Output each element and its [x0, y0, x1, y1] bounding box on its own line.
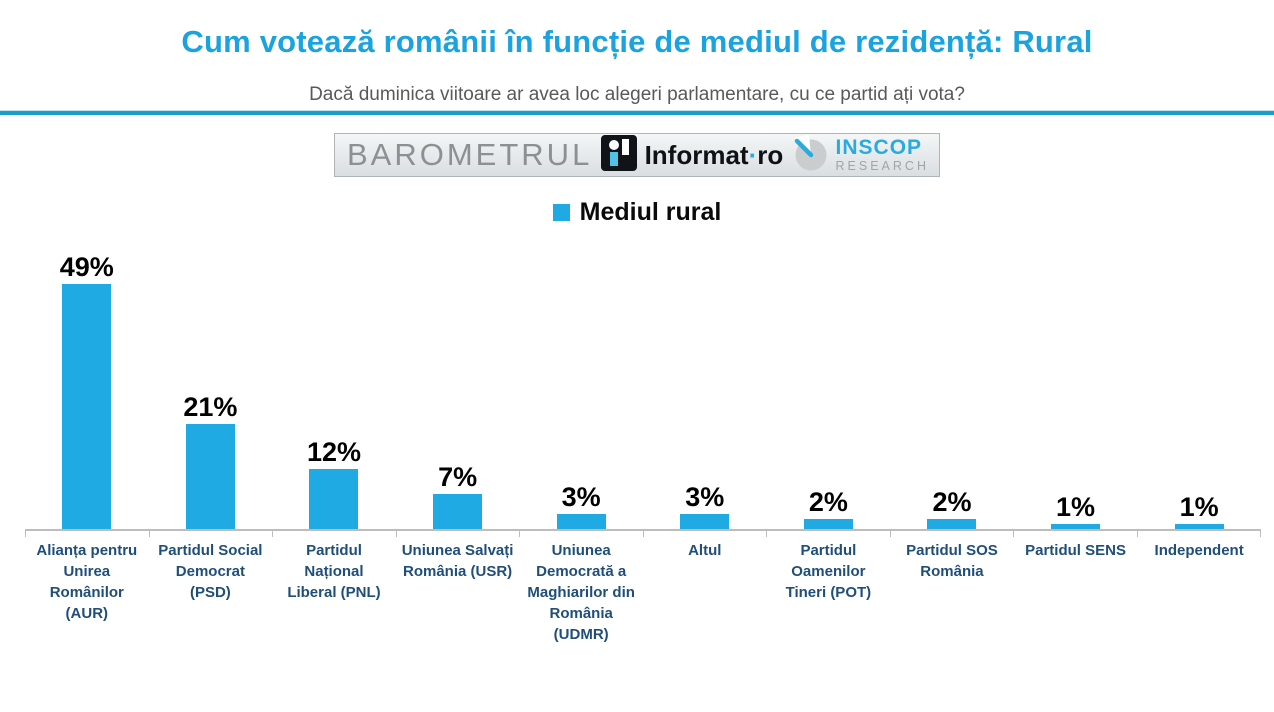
category-label-text: Altul	[688, 542, 722, 559]
inscop-wordmark: INSCOP RESEARCH	[836, 137, 929, 173]
axis-tick	[1136, 531, 1261, 537]
category-label-text: Independent	[1154, 542, 1244, 559]
bar-value-label: 2%	[808, 487, 848, 517]
header-divider	[0, 110, 1274, 115]
informat-wordmark-name: Informat	[644, 139, 749, 170]
informat-wordmark-tld: ro	[757, 139, 784, 170]
bar-slot: 3%	[519, 248, 643, 529]
bar	[803, 519, 853, 529]
axis-tick	[519, 531, 643, 537]
bar-slot: 1%	[1137, 248, 1261, 529]
bar-value-label: 2%	[932, 487, 972, 517]
barometrul-wordmark: BAROMETRUL	[347, 137, 593, 172]
axis-tick	[642, 531, 767, 537]
category-label-text: Partidul Oamenilor Tineri (POT)	[785, 542, 872, 601]
inscop-wordmark-name: INSCOP	[835, 136, 923, 160]
inscop-logo: INSCOP RESEARCH	[792, 134, 929, 177]
inscop-wordmark-sub: RESEARCH	[835, 159, 929, 174]
axis-tick	[889, 531, 1014, 537]
category-label-text: Uniunea Salvați România (USR)	[401, 542, 514, 580]
bar-value-label: 21%	[183, 392, 238, 422]
bar-value-label: 49%	[59, 252, 114, 282]
axis-tick	[766, 531, 890, 537]
bar-slot: 49%	[25, 248, 149, 529]
bar	[680, 514, 730, 529]
informat-logo-icon	[600, 134, 637, 176]
category-label-text: Partidul Social Democrat (PSD)	[158, 542, 263, 601]
axis-tick	[395, 531, 520, 537]
category-labels: Alianța pentru Unirea Românilor (AUR) Par…	[25, 540, 1261, 645]
plot-area: 49% 21% 12% 7% 3% 3% 2% 2% 1% 1%	[25, 248, 1261, 529]
bar-slot: 21%	[149, 248, 273, 529]
category-label: Partidul Oamenilor Tineri (POT)	[767, 540, 891, 603]
category-label: Partidul Național Liberal (PNL)	[272, 540, 396, 603]
logo-strip: BAROMETRUL Informat·ro	[334, 133, 940, 177]
bar	[433, 494, 483, 529]
bar-slot: 2%	[767, 248, 891, 529]
bar	[927, 519, 977, 529]
category-label: Partidul SOS România	[890, 540, 1014, 582]
bar-value-label: 12%	[306, 437, 361, 467]
page-subtitle: Dacă duminica viitoare ar avea loc alege…	[309, 84, 965, 105]
informat-dot: ·	[748, 139, 758, 170]
x-axis-line	[25, 529, 1261, 531]
category-label-text: Partidul Național Liberal (PNL)	[287, 542, 381, 601]
axis-tick	[272, 531, 396, 537]
informat-logo: Informat·ro	[600, 134, 784, 176]
category-label: Altul	[643, 540, 767, 561]
category-label: Uniunea Salvați România (USR)	[396, 540, 520, 582]
bar-value-label: 7%	[438, 462, 478, 492]
legend: Mediul rural	[0, 198, 1274, 227]
category-label-text: Partidul SENS	[1025, 542, 1126, 559]
bar	[309, 469, 359, 529]
category-label: Partidul Social Democrat (PSD)	[149, 540, 273, 603]
category-label-text: Partidul SOS România	[906, 542, 998, 580]
axis-ticks	[25, 531, 1261, 537]
bar	[1174, 524, 1224, 529]
page-title: Cum votează românii în funcție de mediul…	[181, 24, 1093, 59]
informat-wordmark: Informat·ro	[645, 140, 784, 171]
bar	[1051, 524, 1101, 529]
bar-slot: 1%	[1014, 248, 1138, 529]
category-label: Independent	[1137, 540, 1261, 561]
inscop-pie-icon	[792, 134, 830, 177]
legend-label: Mediul rural	[579, 198, 722, 226]
legend-swatch	[552, 204, 570, 221]
axis-tick	[148, 531, 273, 537]
bar-slot: 12%	[272, 248, 396, 529]
bar	[185, 424, 235, 529]
category-label: Uniunea Democrată a Maghiarilor din Româ…	[519, 540, 643, 645]
bar-value-label: 1%	[1056, 492, 1096, 522]
bar	[556, 514, 606, 529]
category-label: Partidul SENS	[1014, 540, 1138, 561]
category-label-text: Uniunea Democrată a Maghiarilor din Româ…	[527, 542, 635, 643]
axis-tick	[1013, 531, 1137, 537]
axis-tick	[25, 531, 149, 537]
bar-slot: 7%	[396, 248, 520, 529]
bar-value-label: 3%	[561, 482, 601, 512]
bar-value-label: 3%	[685, 482, 725, 512]
category-label-text: Alianța pentru Unirea Românilor (AUR)	[36, 542, 138, 622]
bar-value-label: 1%	[1179, 492, 1219, 522]
bar-slot: 3%	[643, 248, 767, 529]
bar	[62, 284, 112, 529]
bar-slot: 2%	[890, 248, 1014, 529]
category-label: Alianța pentru Unirea Românilor (AUR)	[25, 540, 149, 624]
